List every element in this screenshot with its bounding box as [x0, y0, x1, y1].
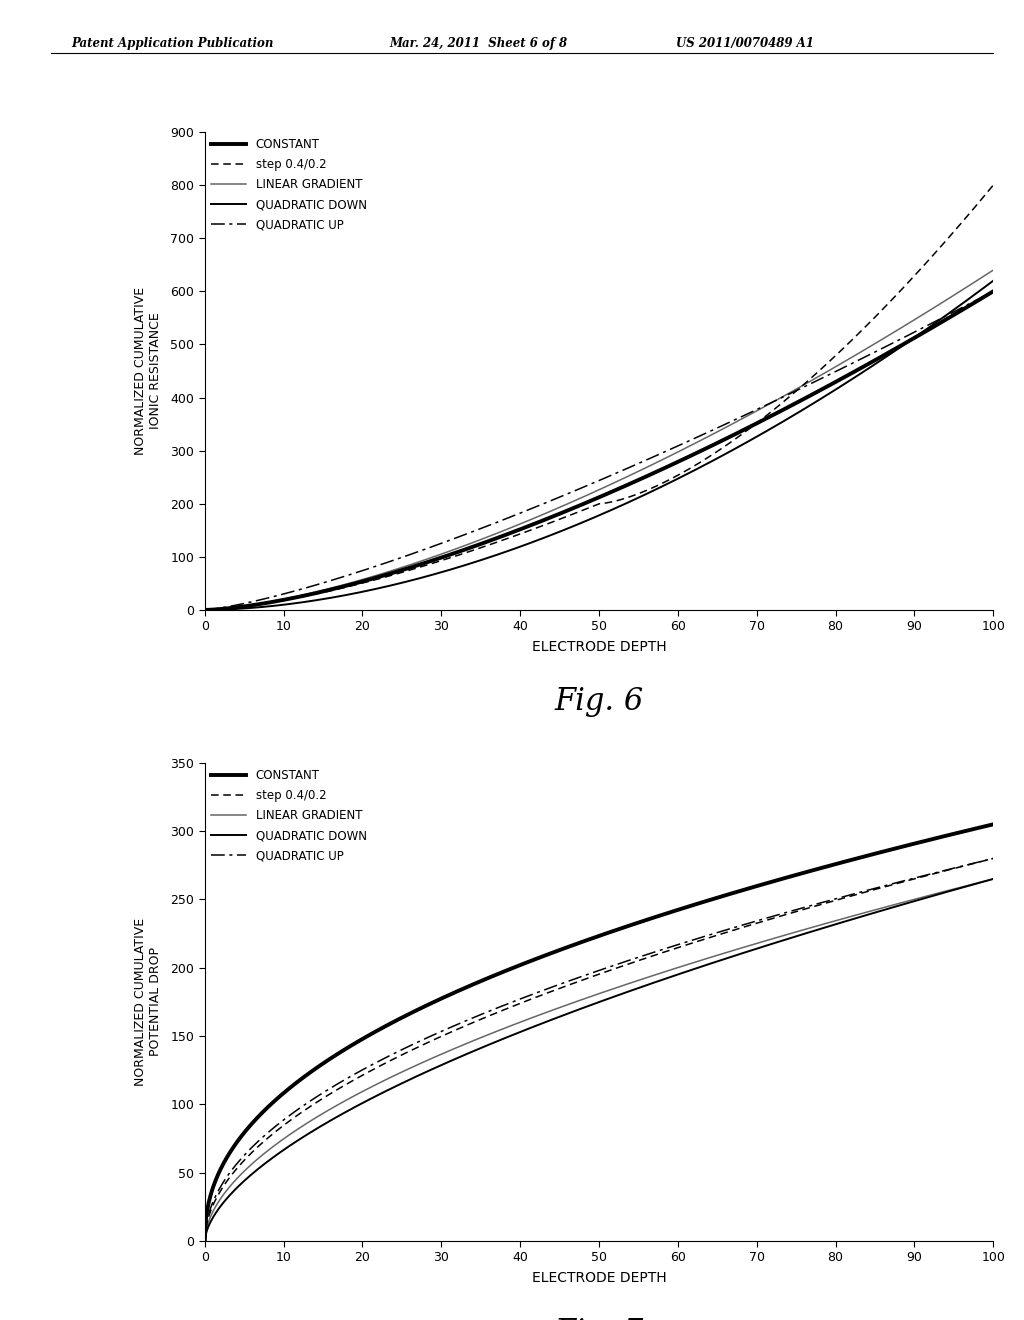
Text: Fig. 7: Fig. 7: [554, 1317, 644, 1320]
Text: Patent Application Publication: Patent Application Publication: [72, 37, 274, 50]
Legend: CONSTANT, step 0.4/0.2, LINEAR GRADIENT, QUADRATIC DOWN, QUADRATIC UP: CONSTANT, step 0.4/0.2, LINEAR GRADIENT,…: [211, 768, 367, 862]
Y-axis label: NORMALIZED CUMULATIVE
POTENTIAL DROP: NORMALIZED CUMULATIVE POTENTIAL DROP: [134, 917, 162, 1086]
Legend: CONSTANT, step 0.4/0.2, LINEAR GRADIENT, QUADRATIC DOWN, QUADRATIC UP: CONSTANT, step 0.4/0.2, LINEAR GRADIENT,…: [211, 137, 367, 231]
Text: US 2011/0070489 A1: US 2011/0070489 A1: [676, 37, 814, 50]
Y-axis label: NORMALIZED CUMULATIVE
IONIC RESISTANCE: NORMALIZED CUMULATIVE IONIC RESISTANCE: [134, 286, 162, 455]
X-axis label: ELECTRODE DEPTH: ELECTRODE DEPTH: [531, 640, 667, 655]
Text: Mar. 24, 2011  Sheet 6 of 8: Mar. 24, 2011 Sheet 6 of 8: [389, 37, 567, 50]
X-axis label: ELECTRODE DEPTH: ELECTRODE DEPTH: [531, 1271, 667, 1286]
Text: Fig. 6: Fig. 6: [554, 686, 644, 717]
